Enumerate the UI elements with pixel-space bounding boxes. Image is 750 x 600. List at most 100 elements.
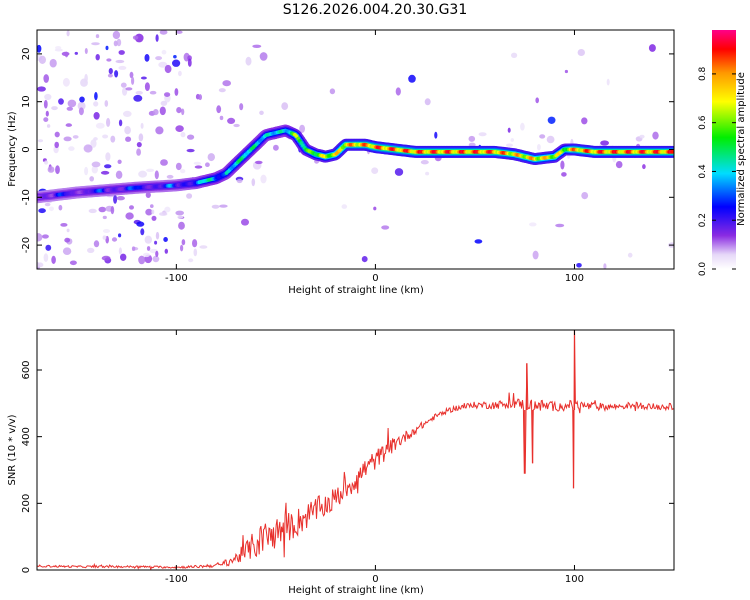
noise-blob: [118, 50, 125, 55]
noise-blob: [116, 38, 122, 47]
y-tick-label: -20: [21, 237, 32, 253]
noise-blob: [648, 44, 656, 52]
noise-blob: [361, 256, 368, 263]
spectrogram-y-axis: -20 -10 0 10 20: [21, 48, 674, 253]
noise-blob: [205, 162, 210, 167]
noise-blob: [166, 174, 174, 179]
noise-blob: [100, 170, 110, 175]
ridge-dot: [670, 150, 674, 154]
noise-blob: [425, 171, 430, 176]
noise-blob: [38, 208, 46, 214]
x-tick-label: -100: [165, 574, 188, 585]
noise-blob: [381, 225, 390, 230]
noise-blob: [112, 30, 121, 40]
noise-blob: [37, 44, 42, 53]
noise-blob: [115, 170, 123, 179]
noise-blob: [64, 51, 69, 58]
spectrogram-ylabel: Frequency (Hz): [7, 111, 18, 187]
noise-blob: [181, 239, 186, 246]
x-tick-label: 0: [372, 574, 378, 585]
noise-blob: [159, 30, 168, 35]
spectrogram-marks: [37, 30, 674, 269]
noise-blob: [395, 87, 401, 96]
noise-blob: [642, 164, 646, 170]
noise-blob: [117, 159, 122, 164]
noise-blob: [72, 135, 79, 139]
noise-blob: [180, 244, 184, 252]
noise-blob: [98, 206, 107, 213]
noise-blob: [93, 137, 98, 141]
noise-blob: [89, 176, 94, 182]
noise-blob: [178, 70, 182, 77]
noise-blob: [299, 124, 305, 133]
noise-blob: [118, 119, 123, 127]
noise-blob: [158, 61, 168, 68]
x-tick-label: 100: [565, 574, 584, 585]
colorbar-tick-label: 0.6: [698, 115, 708, 130]
noise-blob: [329, 88, 336, 95]
noise-blob: [581, 117, 588, 125]
noise-blob: [560, 160, 565, 170]
noise-blob: [54, 141, 59, 149]
noise-blob: [140, 228, 145, 236]
noise-blob: [62, 77, 70, 87]
colorbar-label: Normalized spectral amplitude: [736, 72, 747, 226]
colorbar-ticks: 0.0 0.2 0.4 0.6 0.8: [698, 66, 736, 276]
noise-blob: [186, 148, 195, 153]
noise-blob: [175, 125, 184, 132]
noise-blob: [227, 117, 236, 124]
noise-blob: [136, 148, 142, 156]
noise-blob: [144, 235, 152, 244]
noise-blob: [188, 258, 194, 263]
noise-blob: [44, 202, 51, 207]
noise-blob: [77, 101, 86, 111]
noise-blob: [113, 194, 118, 204]
figure-title: S126.2026.004.20.30.G31: [283, 2, 468, 18]
noise-blob: [510, 52, 518, 58]
noise-blob: [65, 123, 73, 127]
noise-blob: [177, 215, 184, 219]
noise-blob: [281, 102, 289, 110]
noise-blob: [107, 73, 113, 78]
noise-blob: [161, 49, 167, 55]
noise-blob: [155, 56, 163, 61]
noise-blob: [138, 255, 146, 265]
noise-blob: [434, 131, 438, 139]
noise-blob: [41, 234, 49, 239]
noise-blob: [115, 59, 125, 64]
noise-blob: [153, 109, 159, 116]
noise-blob: [600, 140, 609, 146]
noise-blob: [129, 71, 134, 79]
noise-blob: [239, 103, 244, 111]
noise-blob: [145, 208, 153, 216]
noise-blob: [241, 218, 249, 226]
noise-blob: [507, 127, 511, 133]
spectrogram-x-axis: -100 0 100: [165, 30, 584, 284]
snr-panel: -100 0 100 0 200 400 600 Height of straight l…: [7, 329, 675, 596]
noise-blob: [67, 99, 77, 108]
noise-blob: [69, 260, 77, 266]
noise-blob: [116, 196, 125, 201]
noise-blob: [129, 205, 134, 210]
noise-blob: [510, 138, 514, 142]
noise-blob: [101, 255, 111, 261]
x-tick-label: 0: [372, 273, 378, 284]
noise-blob: [43, 253, 49, 262]
noise-blob: [45, 244, 52, 251]
noise-blob: [49, 206, 54, 212]
noise-blob: [175, 30, 183, 34]
noise-blob: [102, 134, 109, 139]
noise-blob: [54, 131, 60, 138]
noise-blob: [44, 93, 52, 101]
noise-blob: [143, 252, 150, 258]
y-tick-label: 10: [21, 95, 32, 108]
noise-blob: [639, 134, 645, 139]
noise-blob: [532, 250, 539, 260]
noise-blob: [37, 86, 46, 92]
colorbar: 0.0 0.2 0.4 0.6 0.8 Normalized spectral ampl…: [698, 30, 747, 276]
noise-blob: [520, 122, 525, 131]
noise-blob: [151, 215, 157, 221]
noise-blob: [51, 255, 56, 264]
noise-blob: [38, 55, 47, 64]
